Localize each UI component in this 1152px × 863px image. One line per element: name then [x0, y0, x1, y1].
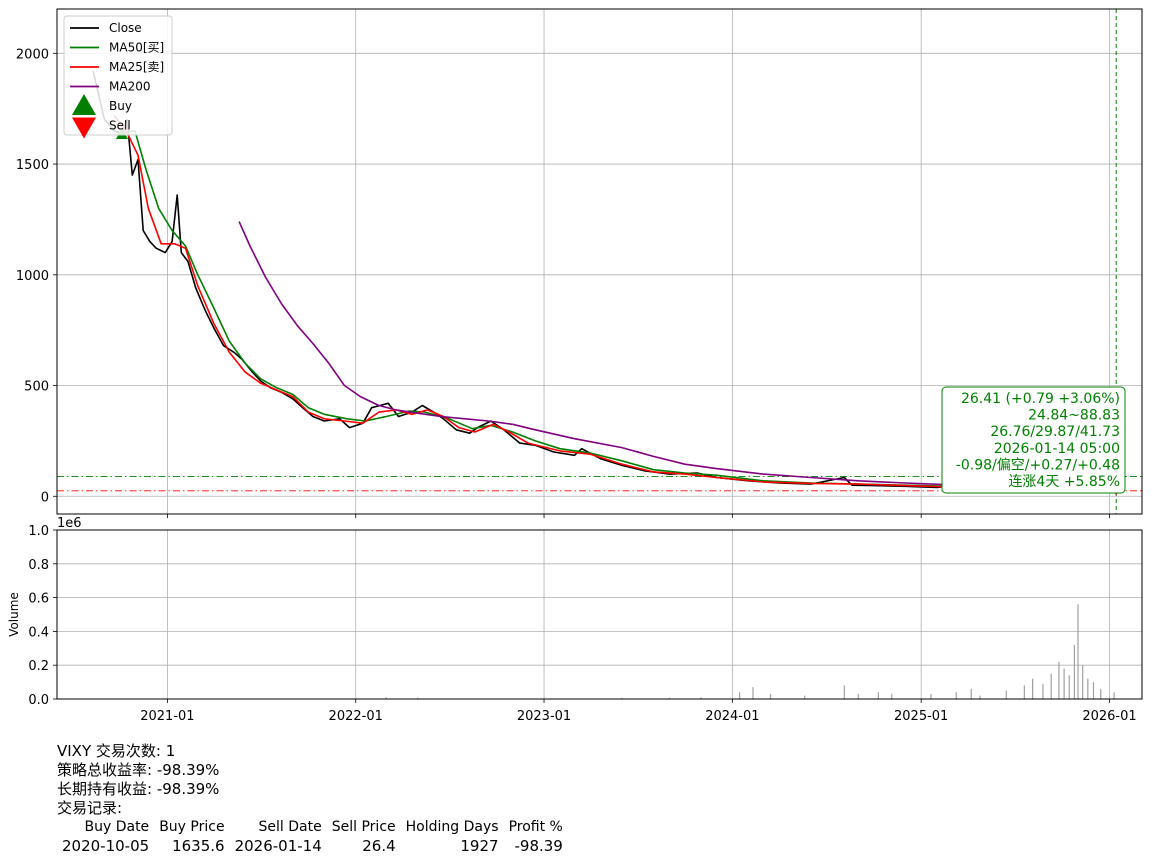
col-buy-date: Buy Date: [84, 819, 150, 835]
legend: Close MA50[买] MA25[卖] MA200 Buy Sell: [63, 15, 173, 139]
cell-profit: -98.39: [514, 837, 563, 855]
trade-table-header: Buy Date Buy Price Sell Date Sell Price …: [57, 818, 568, 837]
y-tick-label: 2000: [16, 47, 49, 62]
volume-bar: [857, 693, 859, 699]
y-tick-label: 0.8: [28, 558, 49, 573]
volume-bar: [803, 695, 806, 699]
chart-canvas: 0 500 1000 1500 2000 Close MA50[买] MA25[卖] MA200…: [7, 8, 1143, 724]
series-line-ma25: [113, 114, 1117, 492]
volume-bar: [417, 697, 419, 699]
legend-label: Sell: [109, 119, 131, 133]
legend-label: MA25[卖]: [109, 60, 164, 74]
cell-buy-price: 1635.6: [172, 837, 225, 855]
volume-bar: [877, 692, 879, 699]
y-tick-label: 0.0: [28, 693, 49, 708]
summary-trade-log-label: 交易记录:: [57, 799, 123, 817]
info-line: -0.98/偏空/+0.27/+0.48: [956, 457, 1120, 473]
y-tick-label: 1000: [16, 269, 49, 284]
x-tick-label: 2023-01: [517, 709, 571, 724]
cell-sell-price: 26.4: [362, 837, 396, 855]
volume-panel: 2021-01 2022-01 2023-01 2024-01 2025-01 2026-…: [7, 516, 1143, 724]
volume-bar: [970, 688, 972, 699]
volume-bar: [955, 692, 957, 699]
volume-bar: [1063, 668, 1065, 699]
volume-bar: [930, 693, 932, 699]
volume-panel-frame: [56, 529, 1143, 700]
volume-bar: [1058, 661, 1060, 699]
x-tick-label: 2024-01: [705, 709, 759, 724]
legend-label: MA200: [109, 80, 150, 94]
summary-trade-count: VIXY 交易次数: 1: [57, 742, 176, 760]
info-line: 24.84~88.83: [1028, 408, 1120, 424]
info-line: 2026-01-14 05:00: [994, 441, 1120, 457]
volume-bar: [1068, 675, 1070, 699]
y-tick-label: 0.4: [28, 625, 49, 640]
summary-strategy-return: 策略总收益率: -98.39%: [57, 761, 220, 779]
y-tick-label: 500: [24, 380, 49, 395]
volume-bar: [1113, 692, 1115, 699]
legend-buy-marker: [72, 94, 96, 115]
x-tick-label: 2026-01: [1082, 709, 1136, 724]
volume-bar: [891, 693, 893, 699]
volume-bar: [1092, 682, 1095, 699]
summary-hold-return: 长期持有收益: -98.39%: [57, 780, 220, 798]
volume-bar: [1100, 688, 1102, 699]
table-row: 2020-10-05 1635.6 2026-01-14 26.4 1927 -…: [57, 837, 568, 856]
col-holding-days: Holding Days: [405, 819, 499, 835]
volume-bar: [1087, 678, 1089, 699]
cell-sell-date: 2026-01-14: [234, 837, 322, 855]
series-line-close: [92, 70, 1117, 492]
y-tick-label: 0.6: [28, 592, 49, 607]
info-box: 26.41 (+0.79 +3.06%)24.84~88.8326.76/29.…: [941, 386, 1126, 494]
volume-bar: [1032, 678, 1034, 699]
summary-panel: VIXY 交易次数: 1 策略总收益率: -98.39% 长期持有收益: -98…: [57, 742, 1137, 856]
price-panel-frame: [56, 8, 1143, 515]
col-buy-price: Buy Price: [159, 819, 225, 835]
info-line: 连涨4天 +5.85%: [1008, 474, 1120, 490]
y-tick-label: 0: [41, 490, 49, 505]
volume-bar: [1042, 683, 1044, 699]
volume-bar: [385, 697, 387, 699]
volume-bar: [752, 687, 754, 699]
trade-table: Buy Date Buy Price Sell Date Sell Price …: [57, 818, 568, 856]
volume-bar: [843, 685, 845, 699]
volume-bar: [769, 693, 772, 699]
volume-bar: [1077, 604, 1079, 699]
y-tick-label: 1.0: [28, 524, 49, 539]
x-tick-label: 2021-01: [140, 709, 194, 724]
info-line: 26.41 (+0.79 +3.06%): [961, 391, 1120, 407]
legend-label: Buy: [109, 99, 132, 113]
cell-holding-days: 1927: [460, 837, 499, 855]
legend-label: MA50[买]: [109, 41, 164, 55]
series-line-ma200: [238, 221, 1117, 488]
y-tick-label: 0.2: [28, 659, 49, 674]
legend-label: Close: [109, 21, 142, 35]
volume-bar: [668, 697, 671, 699]
volume-bar: [1073, 644, 1076, 699]
volume-bar: [1023, 685, 1025, 699]
col-sell-date: Sell Date: [258, 819, 322, 835]
volume-bar: [1082, 665, 1084, 699]
volume-bar: [979, 695, 981, 699]
info-box-frame: [941, 386, 1126, 494]
y-tick-label: 1500: [16, 158, 49, 173]
volume-bar: [1005, 690, 1007, 699]
info-line: 26.76/29.87/41.73: [990, 424, 1120, 440]
col-profit: Profit %: [508, 819, 563, 835]
legend-box: [63, 15, 173, 136]
price-panel: 0 500 1000 1500 2000 Close MA50[买] MA25[卖] MA200…: [16, 8, 1143, 518]
legend-sell-marker: [72, 117, 96, 139]
volume-bar: [738, 692, 741, 699]
volume-bar: [1050, 673, 1052, 699]
col-sell-price: Sell Price: [331, 819, 396, 835]
volume-bar: [700, 697, 702, 699]
x-tick-label: 2025-01: [894, 709, 948, 724]
cell-buy-date: 2020-10-05: [62, 837, 150, 855]
x-tick-label: 2022-01: [329, 709, 383, 724]
volume-scale-label: 1e6: [57, 516, 82, 531]
volume-bar: [621, 697, 623, 699]
volume-axis-label: Volume: [7, 592, 21, 637]
